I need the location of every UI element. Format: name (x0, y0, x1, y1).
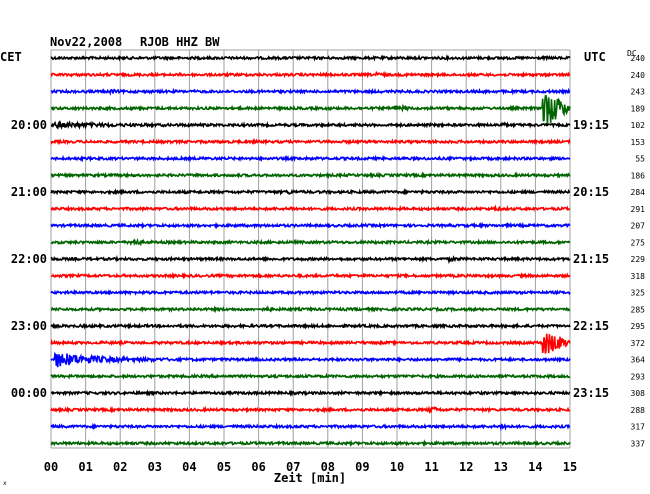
dc-value: 285 (631, 305, 646, 314)
x-tick-label: 12 (459, 460, 473, 474)
x-tick-label: 04 (182, 460, 196, 474)
dc-value: 293 (631, 372, 646, 381)
x-tick-label: 08 (321, 460, 335, 474)
trace-group (50, 54, 571, 448)
trace-0 (50, 54, 571, 62)
left-time-labels: 20:00 21:00 22:00 23:00 00:00 (11, 118, 47, 400)
trace-7 (50, 171, 571, 180)
dc-value: 153 (631, 138, 646, 147)
trace-18 (50, 351, 571, 368)
right-time-labels: 19:15 20:15 21:15 22:15 23:15 (573, 118, 609, 400)
dc-value: 229 (631, 255, 646, 264)
left-time-label: 23:00 (11, 319, 47, 333)
dc-value: 240 (631, 71, 646, 80)
x-tick-label: 01 (78, 460, 92, 474)
trace-14 (50, 288, 571, 297)
trace-21 (50, 405, 571, 414)
dc-value: 337 (631, 439, 646, 448)
trace-4 (50, 119, 571, 131)
x-tick-label: 00 (44, 460, 58, 474)
dc-value: 308 (631, 389, 646, 398)
grid (50, 49, 571, 449)
x-tick-label: 07 (286, 460, 300, 474)
x-tick-label: 09 (355, 460, 369, 474)
x-tick-label: 06 (251, 460, 265, 474)
dc-value: 295 (631, 322, 646, 331)
trace-5 (50, 138, 571, 146)
dc-value: 207 (631, 222, 646, 231)
dc-value: 284 (631, 188, 646, 197)
x-axis-label: Zeit [min] (274, 471, 346, 485)
trace-19 (50, 372, 571, 380)
date-label: Nov22,2008 (50, 35, 122, 49)
trace-22 (50, 422, 571, 432)
trace-1 (50, 70, 571, 79)
trace-9 (50, 204, 571, 213)
trace-16 (50, 322, 571, 330)
dc-value: 325 (631, 289, 646, 298)
dc-value-labels: 240 240 243 189 102 153 55 186 284 291 207 275 229 31… (631, 54, 646, 448)
left-time-label: 20:00 (11, 118, 47, 132)
right-time-label: 21:15 (573, 252, 609, 266)
trace-10 (50, 221, 571, 230)
right-zone-label: UTC (584, 50, 606, 64)
dc-value: 243 (631, 88, 646, 97)
trace-6 (50, 154, 571, 163)
dc-value: 291 (631, 205, 646, 214)
trace-13 (50, 271, 571, 280)
dc-value: 102 (631, 121, 646, 130)
right-time-label: 19:15 (573, 118, 609, 132)
station-label: RJOB HHZ BW (140, 35, 220, 49)
dc-value: 318 (631, 272, 646, 281)
x-tick-label: 10 (390, 460, 404, 474)
dc-value: 364 (631, 356, 646, 365)
x-tick-label: 05 (217, 460, 231, 474)
left-time-label: 21:00 (11, 185, 47, 199)
trace-15 (50, 305, 571, 314)
x-tick-label: 13 (494, 460, 508, 474)
x-tick-label: 15 (563, 460, 577, 474)
dc-value: 189 (631, 104, 646, 113)
dc-value: 317 (631, 423, 646, 432)
x-tick-label: 14 (528, 460, 542, 474)
x-tick-label: 02 (113, 460, 127, 474)
dc-value: 55 (635, 155, 645, 164)
corner-mark: x (3, 480, 7, 487)
left-time-label: 22:00 (11, 252, 47, 266)
right-time-label: 22:15 (573, 319, 609, 333)
dc-value: 372 (631, 339, 646, 348)
x-tick-label: 03 (148, 460, 162, 474)
trace-12 (50, 254, 571, 265)
dc-header-label: DC (627, 49, 637, 58)
trace-20 (50, 389, 571, 397)
x-tick-label: 11 (424, 460, 438, 474)
dc-value: 240 (631, 54, 646, 63)
trace-2 (50, 87, 571, 96)
right-time-label: 20:15 (573, 185, 609, 199)
dc-value: 186 (631, 171, 646, 180)
trace-23 (50, 439, 571, 448)
left-time-label: 00:00 (11, 386, 47, 400)
right-time-label: 23:15 (573, 386, 609, 400)
x-tick-labels: 00 01 02 03 04 05 06 07 08 09 10 11 12 13 14 15 (44, 460, 577, 474)
trace-3 (50, 94, 571, 126)
left-zone-label: CET (0, 50, 22, 64)
dc-value: 288 (631, 406, 646, 415)
trace-17 (50, 333, 571, 354)
trace-11 (50, 238, 571, 247)
trace-8 (50, 188, 571, 196)
dc-value: 275 (631, 238, 646, 247)
